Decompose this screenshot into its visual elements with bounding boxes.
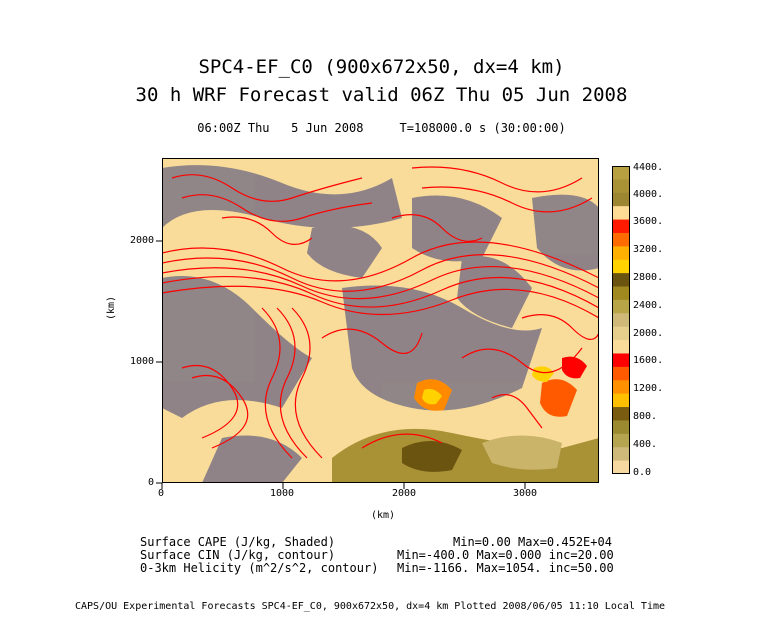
footer-credit: CAPS/OU Experimental Forecasts SPC4-EF_C… — [75, 601, 666, 612]
red-contours — [162, 166, 599, 459]
x-tick-label: 0 — [158, 488, 165, 499]
x-tick-label: 2000 — [392, 488, 417, 499]
legend-helicity-stats: Min=-1166. Max=1054. inc=50.00 — [397, 561, 614, 575]
title-line-2: 30 h WRF Forecast valid 06Z Thu 05 Jun 2… — [135, 84, 628, 106]
colorbar-swatch — [612, 166, 630, 180]
colorbar-swatch — [612, 259, 630, 274]
colorbar-swatch — [612, 460, 630, 474]
colorbar-swatch — [612, 313, 630, 328]
colorbar-swatch — [612, 353, 630, 368]
valid-time-line: 06:00Z Thu 5 Jun 2008 T=108000.0 s (30:0… — [197, 121, 566, 135]
colorbar-swatch — [612, 433, 630, 448]
colorbar-label: 0.0 — [633, 467, 652, 478]
y-axis-label: (km) — [106, 295, 117, 320]
y-tick-label: 1000 — [130, 356, 155, 367]
colorbar-label: 3200. — [633, 244, 664, 255]
colorbar-swatch — [612, 366, 630, 381]
colorbar-label: 3600. — [633, 216, 664, 227]
colorbar-swatch — [612, 393, 630, 408]
colorbar-swatch — [612, 286, 630, 301]
x-tick-label: 1000 — [270, 488, 295, 499]
x-tick-label: 3000 — [513, 488, 538, 499]
cape-high-cells — [414, 356, 587, 417]
colorbar-swatch — [612, 246, 630, 261]
y-tick-label: 0 — [148, 477, 155, 488]
colorbar-label: 2800. — [633, 272, 664, 283]
x-axis-label: (km) — [371, 510, 396, 521]
colorbar — [612, 166, 630, 474]
legend-helicity-name: 0-3km Helicity (m^2/s^2, contour) — [140, 561, 379, 575]
cin-gray-shading — [162, 165, 599, 483]
colorbar-swatch — [612, 299, 630, 314]
y-tick-label: 2000 — [130, 235, 155, 246]
colorbar-frame — [612, 166, 630, 474]
colorbar-swatch — [612, 192, 630, 207]
colorbar-swatch — [612, 206, 630, 221]
cape-olive-shading — [332, 428, 599, 483]
legend-cin-name: Surface CIN (J/kg, contour) — [140, 548, 336, 562]
colorbar-label: 4400. — [633, 162, 664, 173]
colorbar-swatch — [612, 407, 630, 421]
colorbar-label: 1200. — [633, 383, 664, 394]
axis-ticks — [156, 240, 526, 489]
colorbar-swatch — [612, 179, 630, 194]
colorbar-swatch — [612, 232, 630, 247]
colorbar-label: 800. — [633, 411, 658, 422]
colorbar-label: 2000. — [633, 328, 664, 339]
colorbar-swatch — [612, 447, 630, 462]
colorbar-label: 1600. — [633, 355, 664, 366]
map-frame — [162, 158, 599, 483]
colorbar-swatch — [612, 340, 630, 354]
forecast-map — [162, 158, 599, 483]
colorbar-swatch — [612, 273, 630, 288]
colorbar-swatch — [612, 420, 630, 435]
colorbar-swatch — [612, 326, 630, 341]
colorbar-label: 2400. — [633, 300, 664, 311]
title-line-1: SPC4-EF_C0 (900x672x50, dx=4 km) — [198, 56, 565, 78]
legend-cin-stats: Min=-400.0 Max=0.000 inc=20.00 — [397, 548, 614, 562]
legend-cape-name: Surface CAPE (J/kg, Shaded) — [140, 535, 336, 549]
legend-cape-stats: Min=0.00 Max=0.452E+04 — [453, 535, 612, 549]
colorbar-label: 4000. — [633, 189, 664, 200]
colorbar-label: 400. — [633, 439, 658, 450]
colorbar-swatch — [612, 219, 630, 234]
colorbar-swatch — [612, 380, 630, 395]
